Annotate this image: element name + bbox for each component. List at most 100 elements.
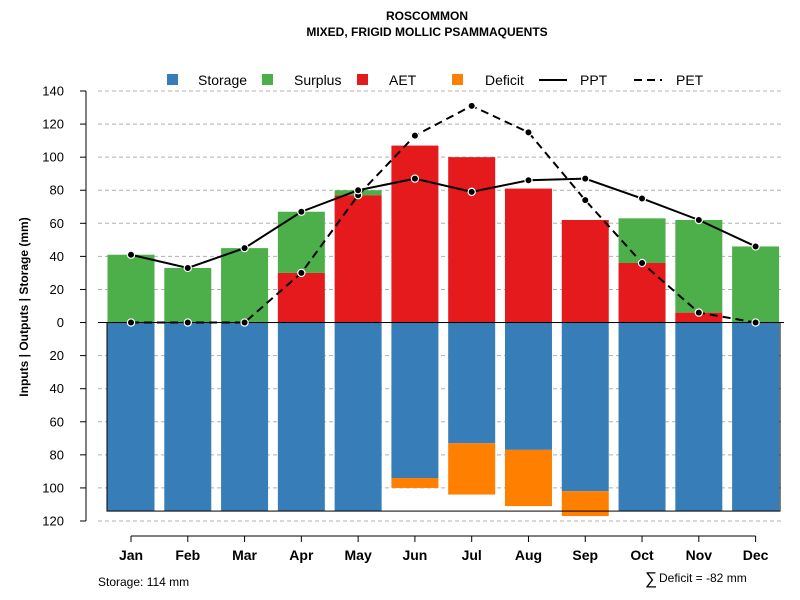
x-tick-label: Aug <box>515 547 542 563</box>
legend-storage-swatch <box>167 74 178 85</box>
y-tick-label: 20 <box>50 348 64 363</box>
pet-point <box>694 308 704 317</box>
ppt-point <box>240 243 249 253</box>
ppt-point <box>637 194 647 203</box>
legend-ppt-label: PPT <box>580 72 608 88</box>
aet-bar <box>618 263 666 323</box>
y-tick-label: 80 <box>50 447 64 462</box>
pet-point <box>467 101 476 111</box>
pet-line <box>131 104 756 324</box>
x-tick-label: Oct <box>630 547 654 563</box>
deficit-bar <box>391 478 439 488</box>
y-tick-label: 80 <box>50 183 64 198</box>
y-tick-label: 60 <box>50 414 64 429</box>
pet-point <box>297 268 306 278</box>
ppt-line <box>130 177 757 270</box>
pet-point <box>240 318 249 327</box>
bars <box>98 145 784 517</box>
ppt-point <box>353 186 363 195</box>
y-tick-label: 40 <box>50 249 64 264</box>
x-axis: Jan Feb Mar Apr May Jun Jul Aug Sep Oct Nov Dec <box>119 535 769 563</box>
y-tick-label: 100 <box>42 480 64 495</box>
storage-capacity-box <box>106 322 781 512</box>
pet-point <box>637 258 647 268</box>
surplus-bar <box>221 248 269 323</box>
surplus-bar <box>732 246 780 323</box>
x-tick-label: Nov <box>686 547 713 563</box>
pet-point <box>524 128 533 137</box>
x-tick-label: Jul <box>462 547 482 563</box>
deficit-bar <box>448 443 496 495</box>
storage-bar <box>618 322 666 512</box>
ppt-point <box>467 187 476 197</box>
ppt-point <box>524 176 533 185</box>
x-tick-label: Mar <box>232 547 257 563</box>
series-lines <box>126 101 760 327</box>
x-tick-label: Apr <box>289 547 314 563</box>
storage-bar <box>561 322 609 492</box>
y-axis-title: Inputs | Outputs | Storage (mm) <box>17 217 31 396</box>
x-tick-label: May <box>345 547 372 563</box>
aet-bar <box>448 157 496 323</box>
y-tick-label: 140 <box>42 84 64 99</box>
storage-bar <box>732 322 780 512</box>
ppt-point <box>694 215 704 225</box>
storage-bar <box>164 322 212 512</box>
pet-point <box>126 318 136 327</box>
deficit-bar <box>561 491 609 517</box>
aet-bar <box>561 220 609 323</box>
storage-bar <box>277 322 325 512</box>
storage-capacity-label: Storage: 114 mm <box>98 575 189 589</box>
aet-bar <box>277 272 325 323</box>
ppt-point <box>297 207 306 216</box>
legend-aet-label: AET <box>389 72 417 88</box>
chart-title: ROSCOMMON <box>386 9 468 23</box>
deficit-bar <box>504 449 552 507</box>
storage-bar <box>334 322 382 512</box>
aet-bar <box>334 195 382 323</box>
storage-bar <box>675 322 723 512</box>
pet-point <box>183 318 192 327</box>
storage-bar <box>448 322 496 444</box>
x-tick-label: Jan <box>119 547 143 563</box>
legend-deficit-swatch <box>452 74 463 85</box>
pet-point <box>751 318 760 327</box>
x-tick-label: Jun <box>402 547 427 563</box>
legend-deficit-label: Deficit <box>485 72 524 88</box>
legend-pet-label: PET <box>676 72 704 88</box>
y-tick-label: 120 <box>42 514 64 529</box>
sum-symbol: ∑ <box>645 569 657 588</box>
surplus-bar <box>675 220 723 313</box>
ppt-point <box>410 174 420 183</box>
surplus-bar <box>107 254 155 323</box>
x-tick-label: Sep <box>572 547 598 563</box>
grid-lines <box>98 90 784 522</box>
y-axis: 140 120 100 80 60 40 20 0 20 40 60 80 100 120 <box>42 84 87 529</box>
surplus-bar <box>277 211 325 273</box>
y-tick-label: 120 <box>42 117 64 132</box>
aet-bar <box>504 188 552 323</box>
legend-surplus-swatch <box>262 74 273 85</box>
ppt-point <box>751 242 760 251</box>
storage-bar <box>391 322 439 478</box>
x-tick-label: Dec <box>743 547 769 563</box>
ppt-point <box>126 250 136 259</box>
aet-bar <box>675 312 723 323</box>
storage-bar <box>107 322 155 512</box>
legend-storage-label: Storage <box>198 72 247 88</box>
legend: Storage Surplus AET Deficit PPT PET <box>167 72 704 88</box>
storage-bar <box>221 322 269 512</box>
y-tick-label: 0 <box>57 315 64 330</box>
y-tick-label: 40 <box>50 381 64 396</box>
ppt-point <box>581 174 590 183</box>
y-tick-label: 100 <box>42 150 64 165</box>
pet-point <box>581 195 590 205</box>
storage-bar <box>504 322 552 450</box>
y-tick-label: 20 <box>50 282 64 297</box>
ppt-point <box>183 263 192 273</box>
y-tick-label: 60 <box>50 216 64 231</box>
legend-surplus-label: Surplus <box>294 72 341 88</box>
chart-subtitle: MIXED, FRIGID MOLLIC PSAMMAQUENTS <box>306 25 547 39</box>
aet-bar <box>391 145 439 323</box>
